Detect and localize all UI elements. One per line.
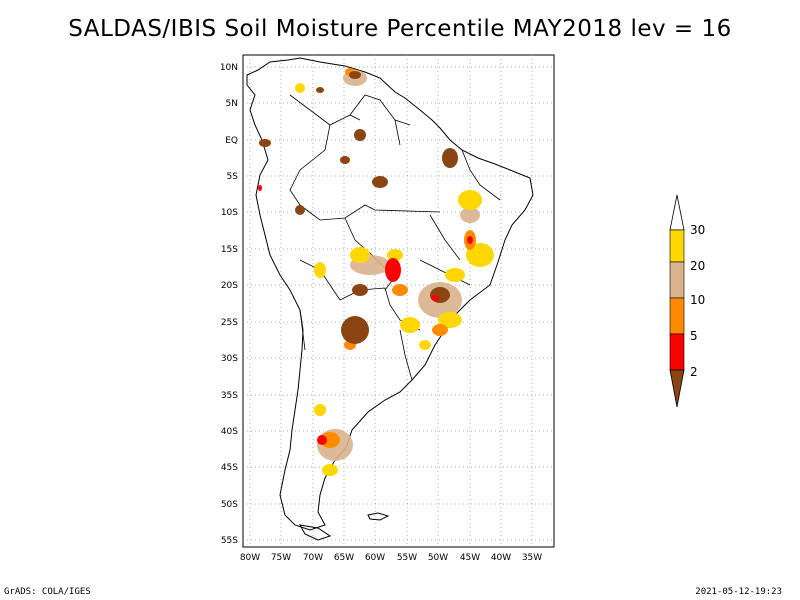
latitude-labels: 10N 5N EQ 5S 10S 15S 20S 25S 30S 35S 40S… [220, 63, 238, 546]
lat-label: 10S [221, 208, 238, 218]
footer-credit: GrADS: COLA/IGES [4, 587, 91, 597]
legend-swatch-5-10 [669, 297, 685, 335]
footer-timestamp: 2021-05-12-19:23 [695, 587, 782, 597]
legend-label: 2 [690, 365, 698, 379]
island-outline [299, 524, 332, 541]
lon-label: 70W [303, 553, 323, 563]
lon-label: 65W [334, 553, 354, 563]
legend-swatch-2-5 [669, 333, 685, 371]
lat-label: 10N [220, 63, 238, 73]
lat-label: 55S [221, 536, 238, 546]
lat-label: 5S [227, 172, 239, 182]
lat-label: 20S [221, 281, 238, 291]
lat-label: 50S [221, 500, 238, 510]
longitude-labels: 80W 75W 70W 65W 60W 55W 50W 45W 40W 35W [240, 553, 542, 563]
legend-label: 10 [690, 293, 705, 307]
lat-label: EQ [225, 136, 238, 146]
lon-label: 60W [365, 553, 385, 563]
lon-label: 75W [271, 553, 291, 563]
lon-label: 45W [460, 553, 480, 563]
legend-top-arrow [669, 194, 685, 231]
lon-label: 55W [397, 553, 417, 563]
color-legend: 30 20 10 5 2 [669, 194, 705, 408]
lon-label: 50W [428, 553, 448, 563]
legend-label: 5 [690, 329, 698, 343]
lat-label: 45S [221, 463, 238, 473]
lat-label: 40S [221, 427, 238, 437]
falklands-outline [367, 512, 390, 521]
lon-label: 35W [522, 553, 542, 563]
lat-label: 35S [221, 391, 238, 401]
lon-label: 80W [240, 553, 260, 563]
lat-label: 5N [226, 99, 238, 109]
lat-label: 30S [221, 354, 238, 364]
lat-label: 15S [221, 245, 238, 255]
legend-swatch-10-20 [669, 261, 685, 299]
legend-label: 30 [690, 223, 705, 237]
legend-swatch-20-30 [669, 229, 685, 263]
lat-label: 25S [221, 318, 238, 328]
map-frame [242, 54, 555, 548]
legend-bottom-arrow [669, 369, 685, 408]
lon-label: 40W [491, 553, 511, 563]
map-title: SALDAS/IBIS Soil Moisture Percentile MAY… [68, 16, 732, 42]
moisture-patches [258, 68, 494, 476]
continent-outline [246, 57, 534, 531]
legend-label: 20 [690, 259, 705, 273]
